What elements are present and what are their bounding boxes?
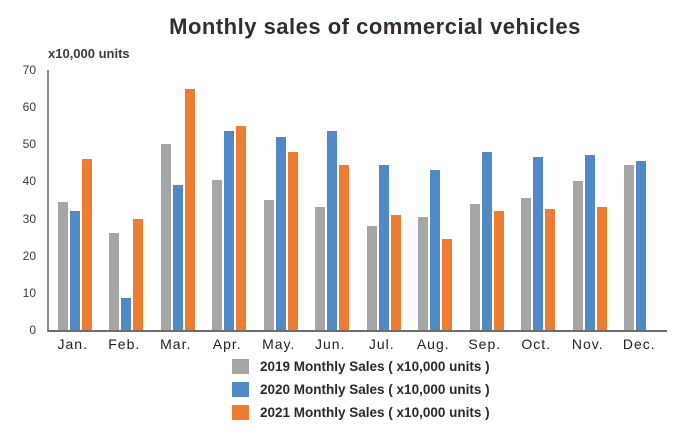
bar xyxy=(339,165,350,330)
bar-group xyxy=(564,70,616,330)
bar-group xyxy=(307,70,359,330)
bar-group xyxy=(358,70,410,330)
y-axis-units-label: x10,000 units xyxy=(48,46,130,61)
x-axis-label: Jan. xyxy=(57,336,88,352)
bar xyxy=(133,219,144,330)
bar xyxy=(636,161,647,330)
bar xyxy=(481,152,492,330)
legend-item: 2019 Monthly Sales ( x10,000 units ) xyxy=(232,359,490,374)
bar-group xyxy=(101,70,153,330)
bar xyxy=(160,144,171,330)
bar-group xyxy=(49,70,101,330)
bar xyxy=(430,170,441,330)
bar xyxy=(521,198,532,330)
bar xyxy=(315,207,326,330)
legend-item: 2020 Monthly Sales ( x10,000 units ) xyxy=(232,382,490,397)
legend-label: 2020 Monthly Sales ( x10,000 units ) xyxy=(260,382,490,397)
bar xyxy=(572,181,583,330)
bar xyxy=(263,200,274,330)
bar xyxy=(584,155,595,330)
y-tick-label: 30 xyxy=(22,211,36,226)
bar xyxy=(81,159,92,330)
legend-item: 2021 Monthly Sales ( x10,000 units ) xyxy=(232,405,490,420)
x-axis-label: Oct. xyxy=(521,336,552,352)
y-tick-label: 60 xyxy=(22,100,36,115)
bar xyxy=(69,211,80,330)
bar xyxy=(172,185,183,330)
x-axis-label: Mar. xyxy=(160,336,192,352)
bar xyxy=(596,207,607,330)
bar xyxy=(287,152,298,330)
bar xyxy=(184,89,195,330)
x-axis-labels: Jan. Feb. Mar. Apr. May. Jun. Jul. Aug. Sep. Oct.… xyxy=(47,336,665,352)
chart-title: Monthly sales of commercial vehicles xyxy=(169,14,581,39)
bar xyxy=(469,204,480,330)
bar xyxy=(418,217,429,330)
bar-group xyxy=(255,70,307,330)
bar xyxy=(109,233,120,330)
bar xyxy=(533,157,544,330)
bar xyxy=(378,165,389,330)
bar xyxy=(442,239,453,330)
y-axis: 0 10 20 30 40 50 60 70 xyxy=(0,63,40,337)
bar xyxy=(236,126,247,330)
bar-group xyxy=(410,70,462,330)
bar xyxy=(121,298,132,330)
legend-swatch xyxy=(232,382,249,397)
bar xyxy=(545,209,556,330)
plot-area xyxy=(47,70,667,332)
legend: 2019 Monthly Sales ( x10,000 units ) 2020… xyxy=(232,359,490,420)
bar xyxy=(493,211,504,330)
bar xyxy=(624,165,635,330)
y-tick-label: 40 xyxy=(22,174,36,189)
y-tick-label: 20 xyxy=(22,248,36,263)
bar-group xyxy=(461,70,513,330)
bar xyxy=(224,131,235,330)
bar xyxy=(366,226,377,330)
bar-group xyxy=(204,70,256,330)
x-axis-label: Jul. xyxy=(368,336,395,352)
x-axis-label: Nov. xyxy=(571,336,604,352)
x-axis-label: Jun. xyxy=(315,336,346,352)
bar xyxy=(327,131,338,330)
y-tick-label: 10 xyxy=(22,285,36,300)
bar-group xyxy=(616,70,668,330)
bar xyxy=(57,202,68,330)
bar xyxy=(212,180,223,330)
y-tick-label: 70 xyxy=(22,63,36,77)
x-axis-label: May. xyxy=(262,336,296,352)
bar xyxy=(275,137,286,330)
x-axis-label: Apr. xyxy=(212,336,242,352)
bar xyxy=(390,215,401,330)
x-axis-label: Feb. xyxy=(108,336,141,352)
legend-label: 2019 Monthly Sales ( x10,000 units ) xyxy=(260,359,490,374)
legend-swatch xyxy=(232,359,249,374)
y-tick-label: 50 xyxy=(22,137,36,152)
bar-group xyxy=(513,70,565,330)
x-axis-label: Dec. xyxy=(622,336,656,352)
legend-label: 2021 Monthly Sales ( x10,000 units ) xyxy=(260,405,490,420)
x-axis-label: Aug. xyxy=(416,336,450,352)
y-tick-label: 0 xyxy=(29,323,36,337)
legend-swatch xyxy=(232,405,249,420)
bar-group xyxy=(152,70,204,330)
x-axis-label: Sep. xyxy=(468,336,502,352)
